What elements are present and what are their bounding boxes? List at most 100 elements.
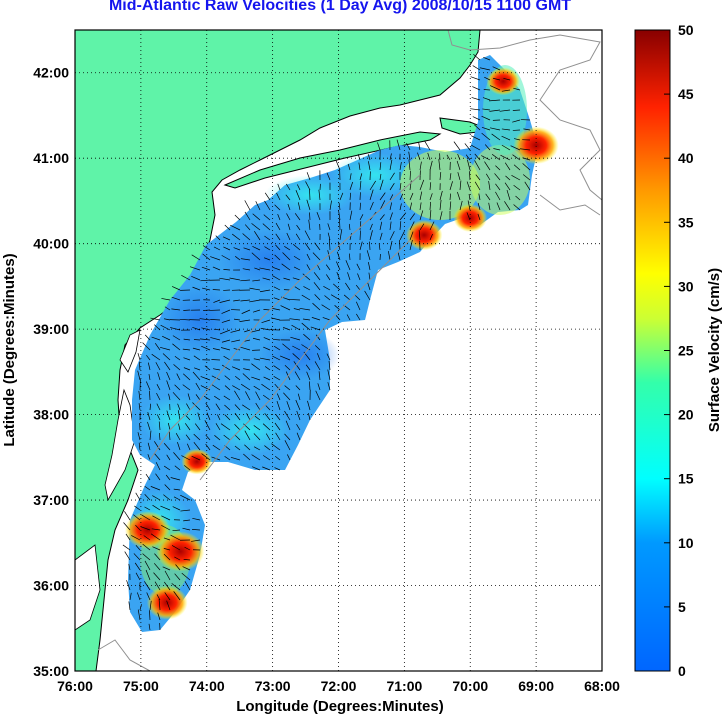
velocity-vector xyxy=(389,153,392,161)
colorbar-tick-label: 35 xyxy=(678,214,694,230)
velocity-vector xyxy=(325,264,331,271)
velocity-vector xyxy=(142,543,151,551)
velocity-vector xyxy=(292,345,301,351)
velocity-vector xyxy=(154,343,161,351)
mainland xyxy=(75,30,481,671)
velocity-vector xyxy=(483,57,491,61)
velocity-vector xyxy=(255,201,261,211)
velocity-vector xyxy=(309,381,311,391)
velocity-vector xyxy=(419,161,422,171)
velocity-vector xyxy=(122,544,131,551)
velocity-vector xyxy=(330,294,341,301)
velocity-vector xyxy=(488,181,491,191)
velocity-vector xyxy=(185,415,191,421)
velocity-vector xyxy=(150,533,161,541)
velocity-vector xyxy=(213,246,221,251)
velocity-vector xyxy=(161,335,171,341)
velocity-vector xyxy=(379,162,382,171)
velocity-vector xyxy=(253,358,261,361)
velocity-vector xyxy=(389,212,393,221)
velocity-vector xyxy=(201,453,211,461)
velocity-vector xyxy=(143,535,151,541)
velocity-vector xyxy=(252,246,261,251)
velocity-vector xyxy=(174,465,181,471)
velocity-vector xyxy=(322,317,331,321)
velocity-vector xyxy=(485,193,491,201)
velocity-vector xyxy=(524,181,531,191)
velocity-vector xyxy=(369,189,374,201)
velocity-vector xyxy=(155,362,161,371)
velocity-vector xyxy=(221,364,231,371)
velocity-vector xyxy=(202,287,211,291)
velocity-vector xyxy=(335,160,341,171)
velocity-vector xyxy=(134,562,141,571)
velocity-vector xyxy=(140,526,151,531)
velocity-vector xyxy=(474,153,481,161)
velocity-vector xyxy=(354,294,361,301)
velocity-vector xyxy=(316,211,321,221)
velocity-vector xyxy=(379,173,382,181)
velocity-vector xyxy=(317,353,321,361)
velocity-vector xyxy=(183,357,191,361)
velocity-vector xyxy=(243,368,251,371)
velocity-vector xyxy=(212,444,221,451)
velocity-vector xyxy=(501,89,511,92)
velocity-vector xyxy=(141,514,151,521)
bays-layer xyxy=(75,329,141,631)
velocity-vector xyxy=(133,514,141,521)
velocity-vector xyxy=(311,317,321,321)
velocity-vector xyxy=(149,403,152,411)
velocity-vector xyxy=(495,165,501,171)
velocity-vector xyxy=(251,252,261,261)
velocity-vector xyxy=(335,315,341,321)
velocity-vector xyxy=(135,492,141,501)
velocity-vector xyxy=(261,383,271,391)
velocity-vector xyxy=(471,144,481,151)
colorbar-tick-label: 30 xyxy=(678,278,694,294)
velocity-vector xyxy=(474,160,481,171)
x-axis-title: Longitude (Degrees:Minutes) xyxy=(236,698,444,714)
velocity-vector xyxy=(151,336,161,341)
velocity-vector xyxy=(271,307,281,311)
velocity-vector xyxy=(456,160,461,171)
velocity-vector xyxy=(308,219,311,231)
velocity-vector xyxy=(297,184,301,191)
velocity-vector xyxy=(262,466,271,471)
velocity-vector xyxy=(284,440,291,451)
velocity-vector xyxy=(482,108,491,111)
velocity-vector xyxy=(429,160,433,171)
velocity-vector xyxy=(235,375,241,381)
velocity-vector xyxy=(233,299,241,302)
velocity-vector xyxy=(161,298,171,301)
velocity-vector xyxy=(308,412,311,421)
velocity-vector xyxy=(149,600,152,611)
velocity-vector xyxy=(191,275,201,281)
velocity-vector xyxy=(338,210,341,221)
velocity-vector xyxy=(481,155,491,161)
velocity-vector xyxy=(379,192,386,201)
velocity-vector xyxy=(150,317,161,321)
velocity-vector xyxy=(515,195,521,201)
velocity-vector xyxy=(254,267,261,271)
vector-layer xyxy=(122,53,531,631)
velocity-vector xyxy=(474,124,481,131)
velocity-vector xyxy=(144,506,151,511)
velocity-vector xyxy=(327,232,331,241)
bathy-contour xyxy=(199,239,411,481)
velocity-vector xyxy=(263,376,271,381)
velocity-vector xyxy=(211,375,221,381)
velocity-vector xyxy=(171,296,181,301)
x-tick-label: 76:00 xyxy=(57,678,93,694)
velocity-vector xyxy=(144,485,151,491)
velocity-vector xyxy=(244,444,251,451)
velocity-vector xyxy=(312,302,321,311)
velocity-vector xyxy=(159,346,171,351)
velocity-vector xyxy=(242,233,251,241)
velocity-vector xyxy=(389,172,395,181)
chesapeake-bay xyxy=(104,388,136,502)
velocity-vector xyxy=(163,548,171,551)
colorbar-tick-label: 20 xyxy=(678,407,694,423)
velocity-vector xyxy=(147,442,151,451)
velocity-vector xyxy=(201,345,211,351)
